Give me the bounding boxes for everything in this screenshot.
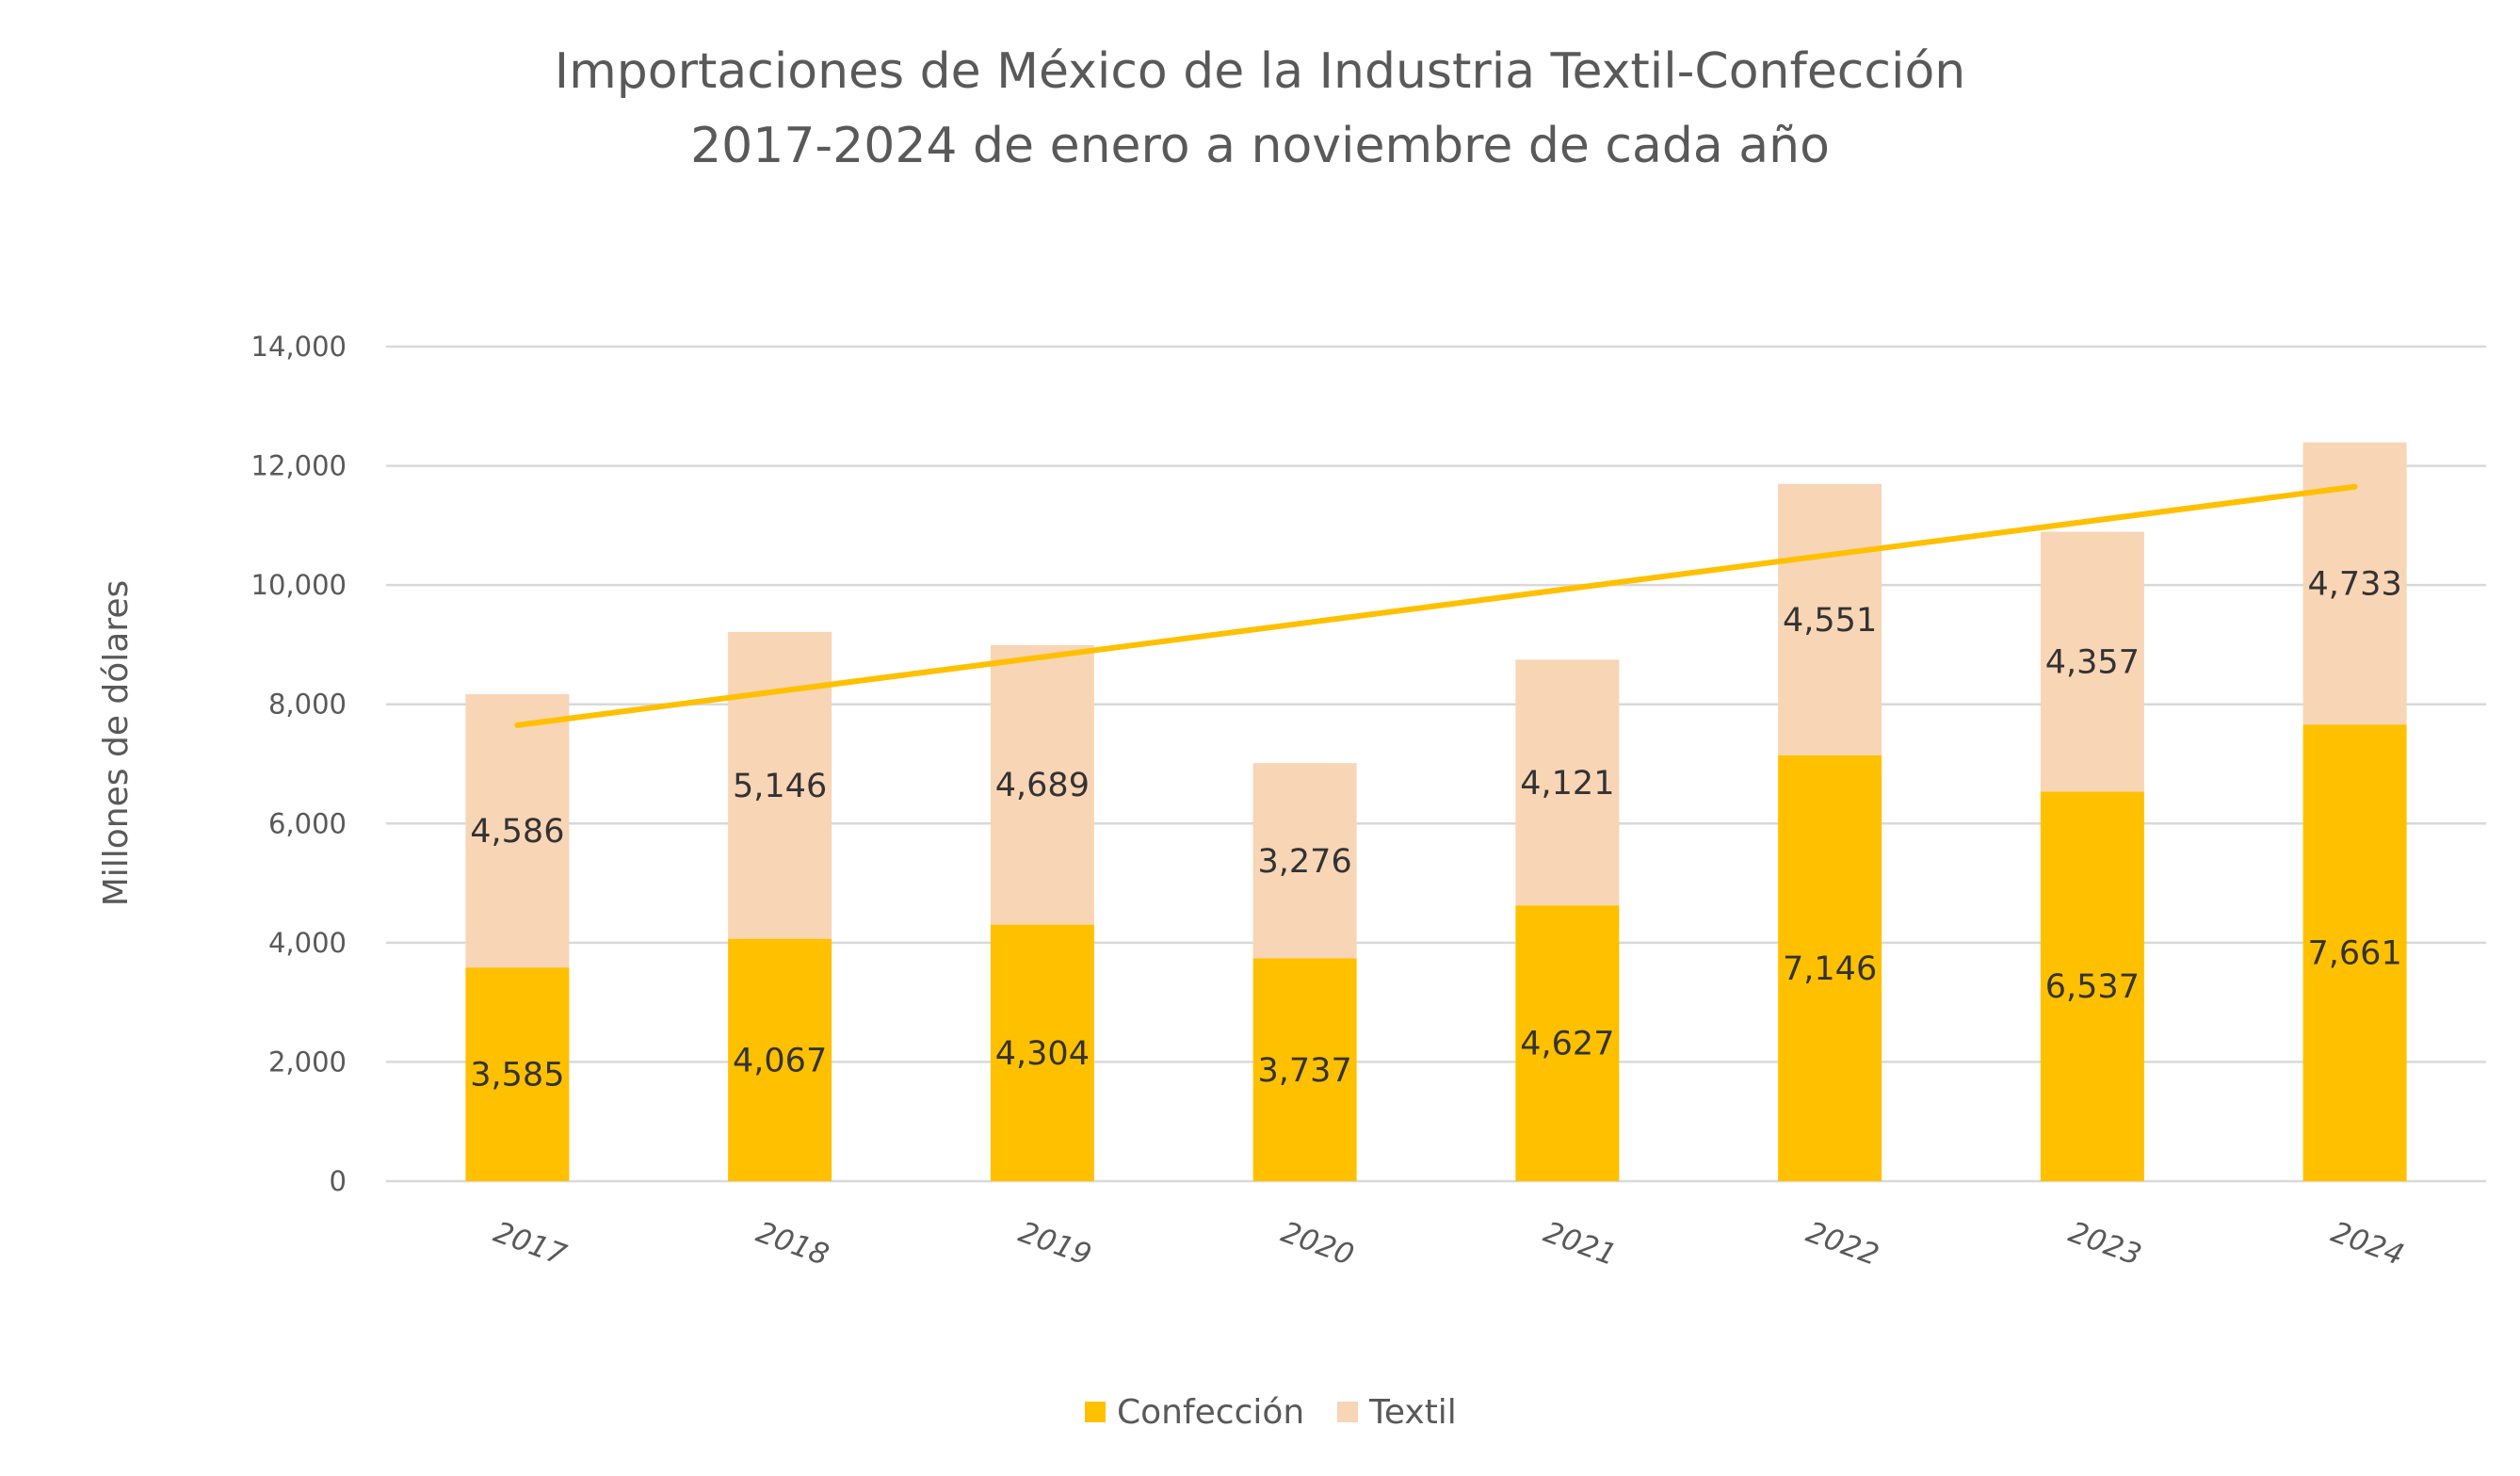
x-tick-label: 2017 bbox=[490, 1215, 572, 1273]
bar-confección-2022 bbox=[1778, 754, 1882, 1181]
data-label: 6,537 bbox=[2045, 968, 2140, 1006]
legend-label: Textil bbox=[1368, 1393, 1457, 1432]
y-axis-label: Millones de dólares bbox=[97, 580, 136, 907]
y-tick-label: 4,000 bbox=[268, 927, 347, 959]
y-tick-label: 10,000 bbox=[251, 569, 347, 601]
y-tick-label: 14,000 bbox=[251, 331, 347, 363]
x-tick-label: 2021 bbox=[1540, 1215, 1621, 1273]
x-tick-label: 2020 bbox=[1277, 1215, 1358, 1273]
legend-swatch-confección bbox=[1085, 1402, 1106, 1422]
x-axis-ticks: 2017 2018 2019 2020 2021 2022 2023 2024 bbox=[490, 1215, 2409, 1273]
trendline-group bbox=[514, 483, 2358, 728]
data-label: 4,357 bbox=[2045, 643, 2140, 681]
y-tick-label: 0 bbox=[330, 1165, 347, 1197]
bar-textil-2017 bbox=[465, 693, 570, 968]
bar-textil-2022 bbox=[1778, 483, 1882, 755]
trendline bbox=[514, 483, 2358, 728]
legend: Confección Textil bbox=[1085, 1393, 1457, 1432]
y-tick-label: 6,000 bbox=[268, 807, 347, 839]
data-label: 3,276 bbox=[1258, 843, 1352, 881]
bar-textil-2020 bbox=[1252, 763, 1357, 959]
x-tick-label: 2019 bbox=[1014, 1215, 1095, 1273]
data-label: 4,121 bbox=[1520, 765, 1614, 803]
data-label: 4,586 bbox=[470, 813, 564, 851]
bar-confección-2024 bbox=[2302, 724, 2407, 1181]
data-label: 4,627 bbox=[1520, 1026, 1614, 1063]
data-label: 5,146 bbox=[733, 768, 827, 805]
data-labels: 3,585 4,586 4,067 5,146 4,304 4,689 3,737 3,276… bbox=[470, 565, 2401, 1094]
x-tick-label: 2023 bbox=[2064, 1215, 2145, 1273]
bar-textil-2021 bbox=[1515, 659, 1620, 906]
bar-confección-2023 bbox=[2040, 791, 2144, 1181]
bar-textil-2019 bbox=[990, 644, 1094, 925]
data-label: 7,146 bbox=[1783, 950, 1877, 988]
bar-textil-2018 bbox=[728, 631, 832, 939]
data-label: 4,551 bbox=[1783, 602, 1877, 640]
bar-confección-2021 bbox=[1515, 905, 1620, 1181]
gridlines bbox=[386, 345, 2486, 1183]
data-label: 4,067 bbox=[733, 1042, 827, 1079]
legend-label: Confección bbox=[1117, 1393, 1304, 1432]
bar-confección-2020 bbox=[1252, 958, 1357, 1181]
bar-confección-2019 bbox=[990, 924, 1094, 1181]
x-tick-label: 2024 bbox=[2327, 1215, 2408, 1273]
y-tick-label: 2,000 bbox=[268, 1046, 347, 1078]
chart-subtitle: 2017-2024 de enero a noviembre de cada a… bbox=[690, 118, 1830, 174]
data-label: 4,733 bbox=[2308, 565, 2402, 603]
data-label: 7,661 bbox=[2308, 935, 2402, 973]
data-label: 4,304 bbox=[995, 1035, 1090, 1073]
x-tick-label: 2018 bbox=[751, 1215, 832, 1273]
data-label: 3,585 bbox=[470, 1057, 564, 1095]
data-label: 4,689 bbox=[995, 767, 1090, 804]
bar-confección-2018 bbox=[728, 938, 832, 1181]
bars bbox=[465, 442, 2407, 1181]
y-tick-label: 12,000 bbox=[251, 450, 347, 482]
data-label: 3,737 bbox=[1258, 1052, 1352, 1090]
y-tick-label: 8,000 bbox=[268, 689, 347, 721]
chart-title: Importaciones de México de la Industria … bbox=[555, 43, 1965, 100]
y-axis-ticks: 0 2,000 4,000 6,000 8,000 10,000 12,000 14,000 bbox=[251, 331, 347, 1197]
bar-textil-2023 bbox=[2040, 531, 2144, 792]
bar-confección-2017 bbox=[465, 967, 570, 1181]
x-tick-label: 2022 bbox=[1801, 1215, 1882, 1273]
legend-swatch-textil bbox=[1337, 1402, 1358, 1422]
